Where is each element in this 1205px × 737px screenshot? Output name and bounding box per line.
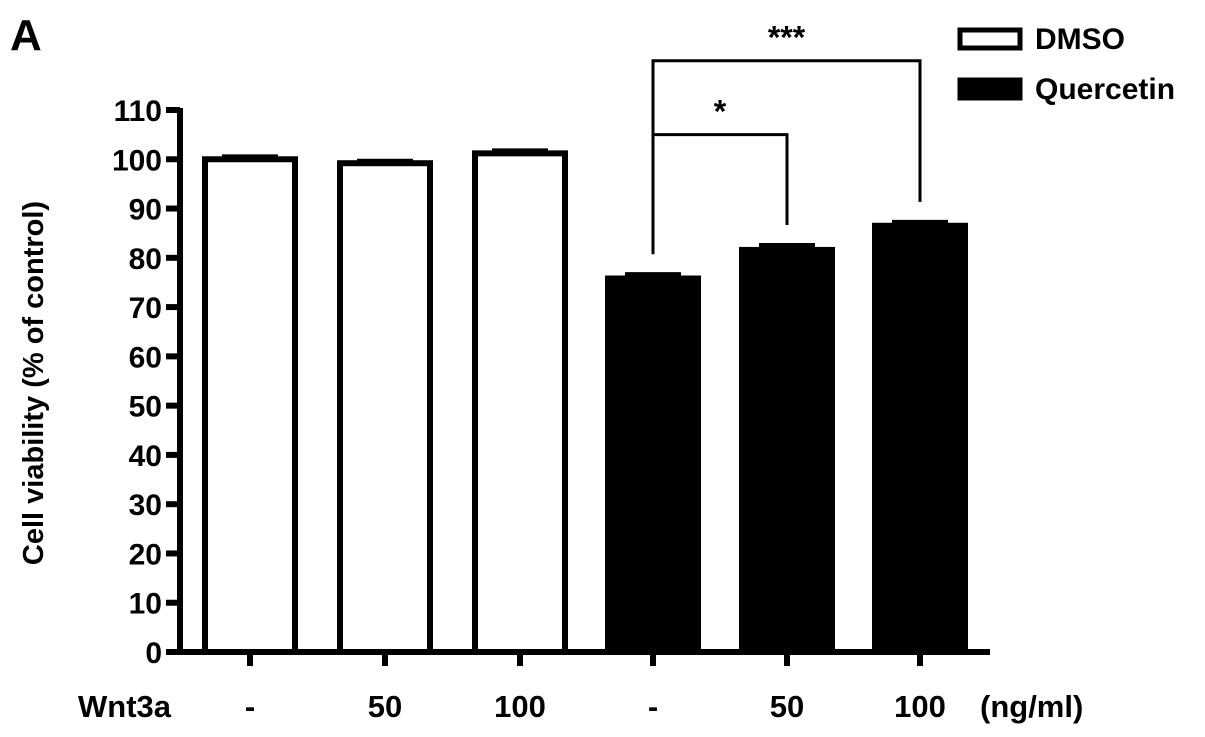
- unit-label: (ng/ml): [980, 689, 1083, 724]
- bar: [337, 160, 433, 655]
- bar: [202, 156, 298, 655]
- bars: [202, 148, 968, 656]
- category-label: 50: [770, 689, 804, 724]
- category-labels: - 50 100 - 50 100: [245, 689, 946, 724]
- y-tick-label: 40: [129, 440, 162, 473]
- significance-label: *: [714, 94, 727, 130]
- legend-swatch: [957, 77, 1023, 101]
- wnt3a-row-label: Wnt3a: [78, 689, 172, 724]
- y-tick-label: 90: [129, 194, 162, 227]
- y-tick-label: 70: [129, 292, 162, 325]
- y-tick-label: 100: [112, 144, 162, 177]
- bar: [605, 275, 701, 655]
- y-tick-label: 50: [129, 391, 162, 424]
- y-axis-label: Cell viability (% of control): [18, 201, 50, 565]
- y-axis: 0 10 20 30 40 50 60 70 80 90 100 110: [112, 95, 183, 670]
- y-tick-label: 20: [129, 538, 162, 571]
- category-label: 100: [894, 689, 946, 724]
- y-tick-label: 80: [129, 243, 162, 276]
- category-label: -: [245, 689, 255, 724]
- bar: [739, 246, 835, 655]
- legend: DMSO Quercetin: [957, 23, 1175, 106]
- y-tick-label: 30: [129, 489, 162, 522]
- y-tick-label: 10: [129, 588, 162, 621]
- panel-label: A: [10, 11, 42, 60]
- category-label: -: [648, 689, 658, 724]
- category-label: 50: [368, 689, 402, 724]
- y-tick-label: 60: [129, 341, 162, 374]
- x-axis: [177, 649, 990, 666]
- significance-bracket: [651, 59, 922, 255]
- legend-label: Quercetin: [1035, 73, 1175, 106]
- legend-label: DMSO: [1035, 23, 1125, 56]
- category-label: 100: [494, 689, 546, 724]
- bar: [472, 150, 568, 656]
- legend-swatch: [957, 27, 1023, 51]
- significance-label: ***: [768, 20, 806, 56]
- significance-annotations: ****: [651, 20, 922, 255]
- y-tick-label: 110: [114, 95, 162, 128]
- bar: [872, 222, 968, 655]
- y-tick-label: 0: [145, 637, 162, 670]
- significance-bracket: [651, 133, 789, 255]
